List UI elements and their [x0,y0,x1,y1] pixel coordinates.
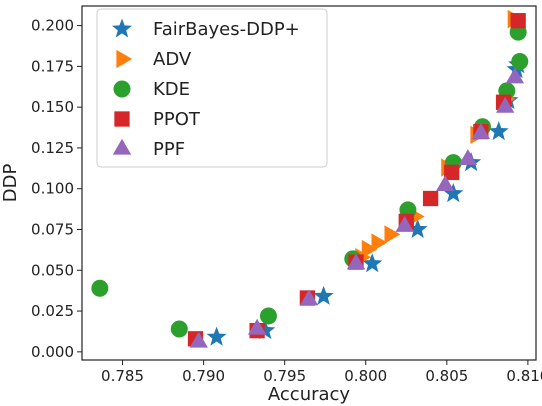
legend-entry: PPF [112,138,185,160]
y-tick-label: 0.025 [31,302,74,320]
y-axis: 0.000 0.025 0.050 0.075 0.100 0.125 0.150 0.175… [31,17,82,361]
data-point [488,121,509,141]
y-tick-label: 0.150 [31,98,74,116]
x-tick-label: 0.800 [344,367,387,385]
x-tick-label: 0.795 [263,367,306,385]
data-point [170,320,188,338]
x-tick-label: 0.810 [506,367,542,385]
data-point [471,123,491,139]
data-point [444,164,460,181]
series-4 [189,67,525,348]
x-tick-label: 0.805 [425,367,468,385]
data-point [510,13,526,29]
y-tick-label: 0.050 [31,261,74,279]
x-tick-label: 0.785 [101,367,144,385]
x-tick-label: 0.790 [182,367,225,385]
y-tick-label: 0.075 [31,220,74,238]
data-point [361,239,378,259]
data-point [458,149,478,165]
data-point [313,285,334,305]
data-point [259,307,277,325]
data-point [346,253,366,270]
legend-label: ADV [153,49,192,70]
legend-entry: KDE [113,79,190,100]
data-point [189,331,208,348]
legend-marker [112,138,132,155]
data-point [91,279,109,297]
data-point [496,96,515,113]
x-axis-label: Accuracy [268,384,351,405]
x-axis: 0.785 0.790 0.795 0.800 0.805 0.810 [101,360,542,385]
legend-entry: PPOT [114,109,201,130]
y-tick-label: 0.175 [31,57,74,75]
y-axis-label: DDP [0,164,21,203]
data-point [436,175,455,192]
data-point [407,218,428,239]
legend-marker [116,49,133,69]
y-tick-label: 0.000 [31,343,74,361]
y-tick-label: 0.100 [31,180,74,198]
data-point [299,289,319,306]
plot-frame [81,5,537,361]
legend-label: PPOT [153,109,201,130]
series-1 [348,9,524,270]
data-point [206,326,227,346]
data-point [247,318,267,335]
legend-marker [114,111,130,127]
data-points [91,9,529,348]
legend-label: FairBayes-DDP+ [153,19,300,40]
data-point [511,52,529,70]
legend: FairBayes-DDP+ ADV KDE PPOT PPF [96,8,328,168]
legend-entry: ADV [116,49,192,70]
data-point [395,216,414,232]
y-tick-label: 0.200 [31,17,74,35]
legend-box [96,8,328,168]
y-tick-label: 0.125 [31,139,74,157]
data-point [371,233,388,252]
data-point [362,253,383,273]
data-point [384,225,401,244]
legend-label: PPF [153,139,185,160]
data-point [443,183,464,203]
legend-marker [113,80,131,98]
legend-label: KDE [153,79,190,100]
legend-entry: FairBayes-DDP+ [111,18,300,40]
data-point [422,190,439,207]
legend-marker [111,18,133,38]
data-point [505,67,525,84]
data-point [255,320,276,340]
